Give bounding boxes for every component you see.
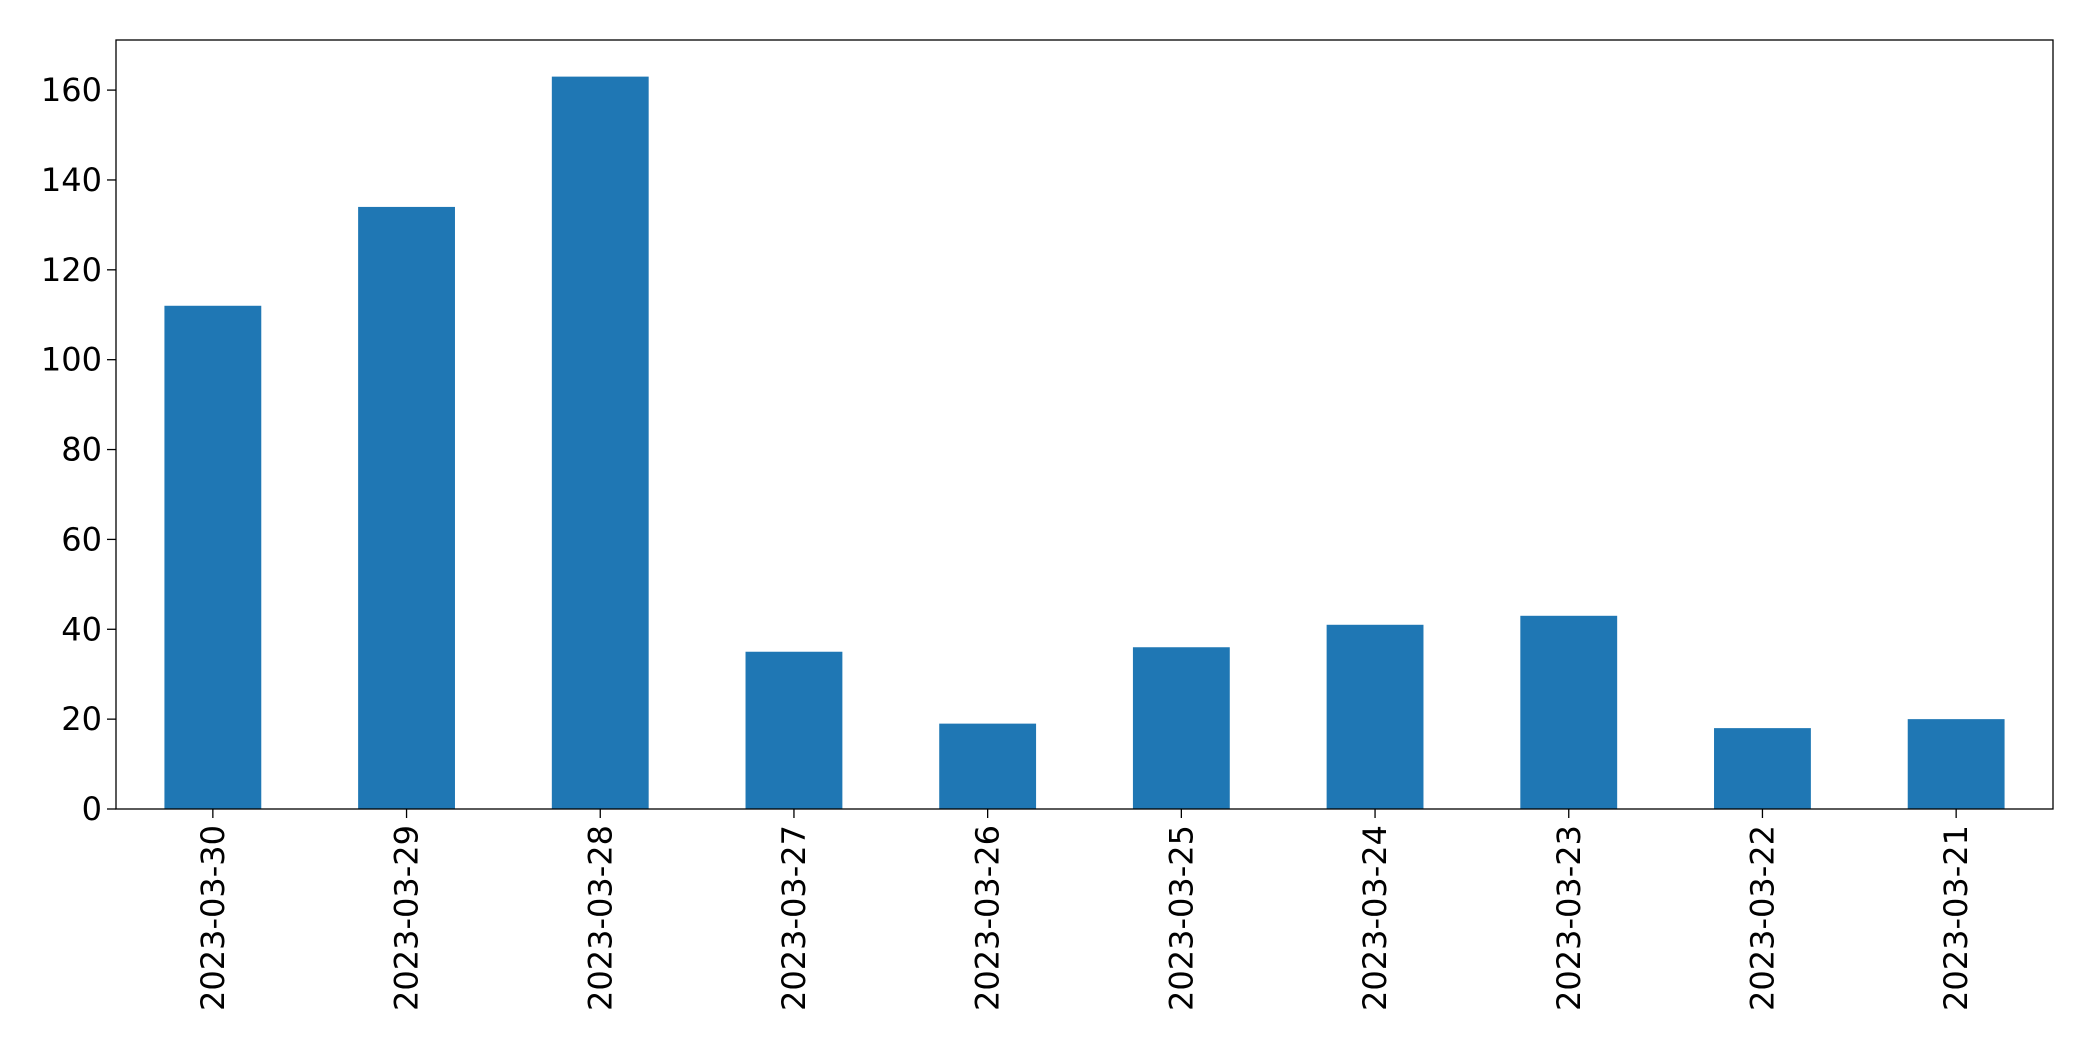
bar <box>1520 615 1618 809</box>
y-tick-label: 0 <box>82 790 102 828</box>
y-tick-label: 80 <box>61 431 102 469</box>
y-tick-label: 100 <box>41 341 102 379</box>
x-tick-label: 2023-03-28 <box>581 825 619 1011</box>
bar <box>164 305 262 809</box>
y-tick-label: 160 <box>41 71 102 109</box>
bar <box>939 723 1037 809</box>
bar <box>745 651 843 809</box>
y-tick-label: 20 <box>61 700 102 738</box>
x-tick-label: 2023-03-27 <box>775 825 813 1011</box>
bar <box>1132 647 1230 809</box>
bar <box>358 206 455 810</box>
bar <box>1714 728 1811 809</box>
x-tick-label: 2023-03-24 <box>1356 825 1394 1011</box>
y-tick-label: 140 <box>41 161 102 199</box>
x-tick-label: 2023-03-21 <box>1937 825 1975 1011</box>
y-tick-label: 120 <box>41 251 102 289</box>
bar <box>1326 624 1424 809</box>
y-tick-label: 40 <box>61 610 102 648</box>
x-tick-label: 2023-03-25 <box>1162 825 1200 1011</box>
x-tick-label: 2023-03-23 <box>1550 825 1588 1011</box>
y-tick-label: 60 <box>61 520 102 558</box>
bar <box>1907 719 2005 809</box>
x-tick-label: 2023-03-26 <box>969 825 1007 1011</box>
plot-frame <box>115 39 2054 810</box>
x-tick-label: 2023-03-29 <box>388 825 426 1011</box>
bar <box>551 76 649 810</box>
x-tick-label: 2023-03-30 <box>194 825 232 1011</box>
x-tick-label: 2023-03-22 <box>1743 825 1781 1011</box>
